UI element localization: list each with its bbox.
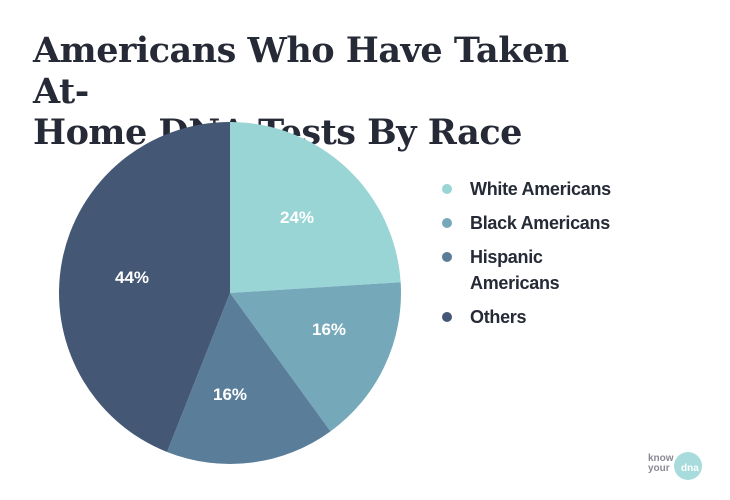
slice-label-others: 44% [115, 268, 149, 287]
title-line-1: Americans Who Have Taken At- [33, 30, 569, 112]
legend-item-hispanic: Hispanic Americans [440, 244, 590, 296]
pie-slice-others [58, 121, 230, 452]
legend-dot-icon [442, 252, 452, 262]
legend-dot-icon [442, 184, 452, 194]
chart-title: Americans Who Have Taken At- Home DNA Te… [33, 30, 633, 153]
legend-item-black: Black Americans [440, 210, 680, 236]
legend-dot-icon [442, 218, 452, 228]
logo-your: your [648, 463, 670, 474]
knowyourdna-logo: know your dna [648, 452, 708, 482]
legend-item-others: Others [440, 304, 680, 330]
slice-label-hispanic: 16% [213, 385, 247, 404]
legend-label: Hispanic Americans [470, 247, 560, 293]
pie-slice-black [230, 282, 401, 432]
legend: White Americans Black Americans Hispanic… [440, 176, 680, 338]
legend-item-white: White Americans [440, 176, 680, 202]
pie-slices [58, 121, 401, 465]
pie-slice-hispanic [167, 293, 331, 465]
logo-dna: dna [681, 463, 699, 474]
logo-know: know [648, 453, 674, 464]
slice-label-white: 24% [280, 208, 314, 227]
legend-label: White Americans [470, 179, 611, 199]
legend-label: Black Americans [470, 213, 610, 233]
logo-circle-icon [674, 452, 702, 480]
slice-label-black: 16% [312, 320, 346, 339]
legend-dot-icon [442, 312, 452, 322]
legend-label: Others [470, 307, 527, 327]
pie-slice-white [230, 122, 401, 293]
